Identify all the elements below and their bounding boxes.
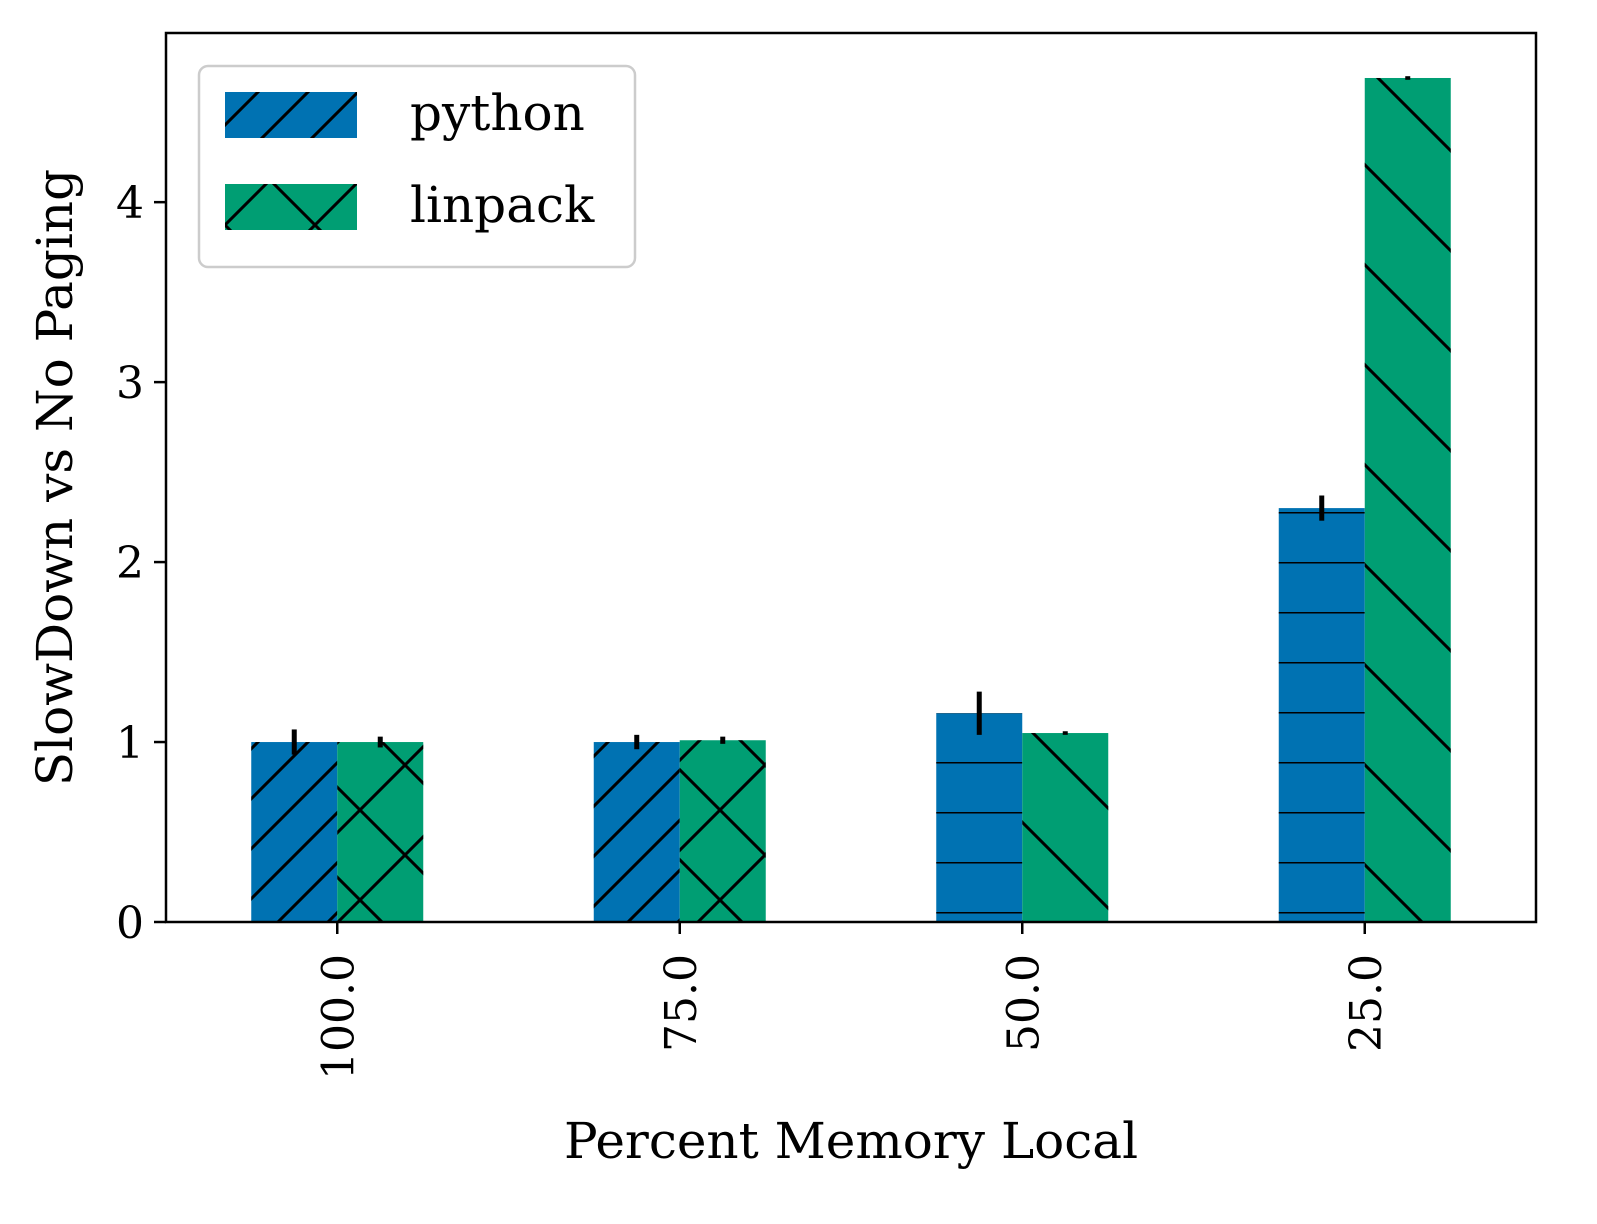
x-tick-label: 25.0 — [1341, 954, 1392, 1052]
x-tick-label: 100.0 — [313, 954, 364, 1080]
x-axis: 100.0 75.0 50.0 25.0 — [313, 922, 1392, 1080]
y-tick-label: 4 — [116, 178, 144, 229]
y-tick-label: 2 — [116, 538, 144, 589]
y-tick-label: 1 — [116, 718, 144, 769]
bar-hatch-python-100.0 — [251, 742, 338, 922]
y-axis: 0 1 2 3 4 — [116, 178, 166, 949]
bars-layer — [251, 77, 1451, 923]
x-tick-label: 50.0 — [998, 954, 1049, 1052]
legend: python linpack — [197, 64, 637, 269]
y-tick-label: 3 — [116, 358, 144, 409]
legend-swatch-hatch-python — [225, 92, 357, 138]
bar-hatch-python-75.0 — [593, 742, 680, 922]
bar-hatch-python-50.0 — [936, 713, 1023, 922]
x-axis-title: Percent Memory Local — [564, 1112, 1138, 1170]
errorbars-layer — [291, 76, 1411, 755]
bar-hatch-linpack-75.0 — [679, 740, 766, 922]
plot-frame — [164, 31, 1538, 924]
bar-hatch-linpack-100.0 — [337, 742, 424, 922]
legend-label-linpack: linpack — [410, 176, 595, 234]
legend-label-python: python — [410, 84, 585, 142]
y-axis-title: SlowDown vs No Paging — [26, 169, 84, 786]
bar-hatch-linpack-25.0 — [1364, 77, 1451, 923]
bar-hatch-linpack-50.0 — [1022, 733, 1109, 922]
legend-swatch-hatch-linpack — [225, 184, 357, 230]
x-tick-label: 75.0 — [656, 954, 707, 1052]
y-tick-label: 0 — [116, 898, 144, 949]
bar-hatch-python-25.0 — [1278, 508, 1365, 922]
